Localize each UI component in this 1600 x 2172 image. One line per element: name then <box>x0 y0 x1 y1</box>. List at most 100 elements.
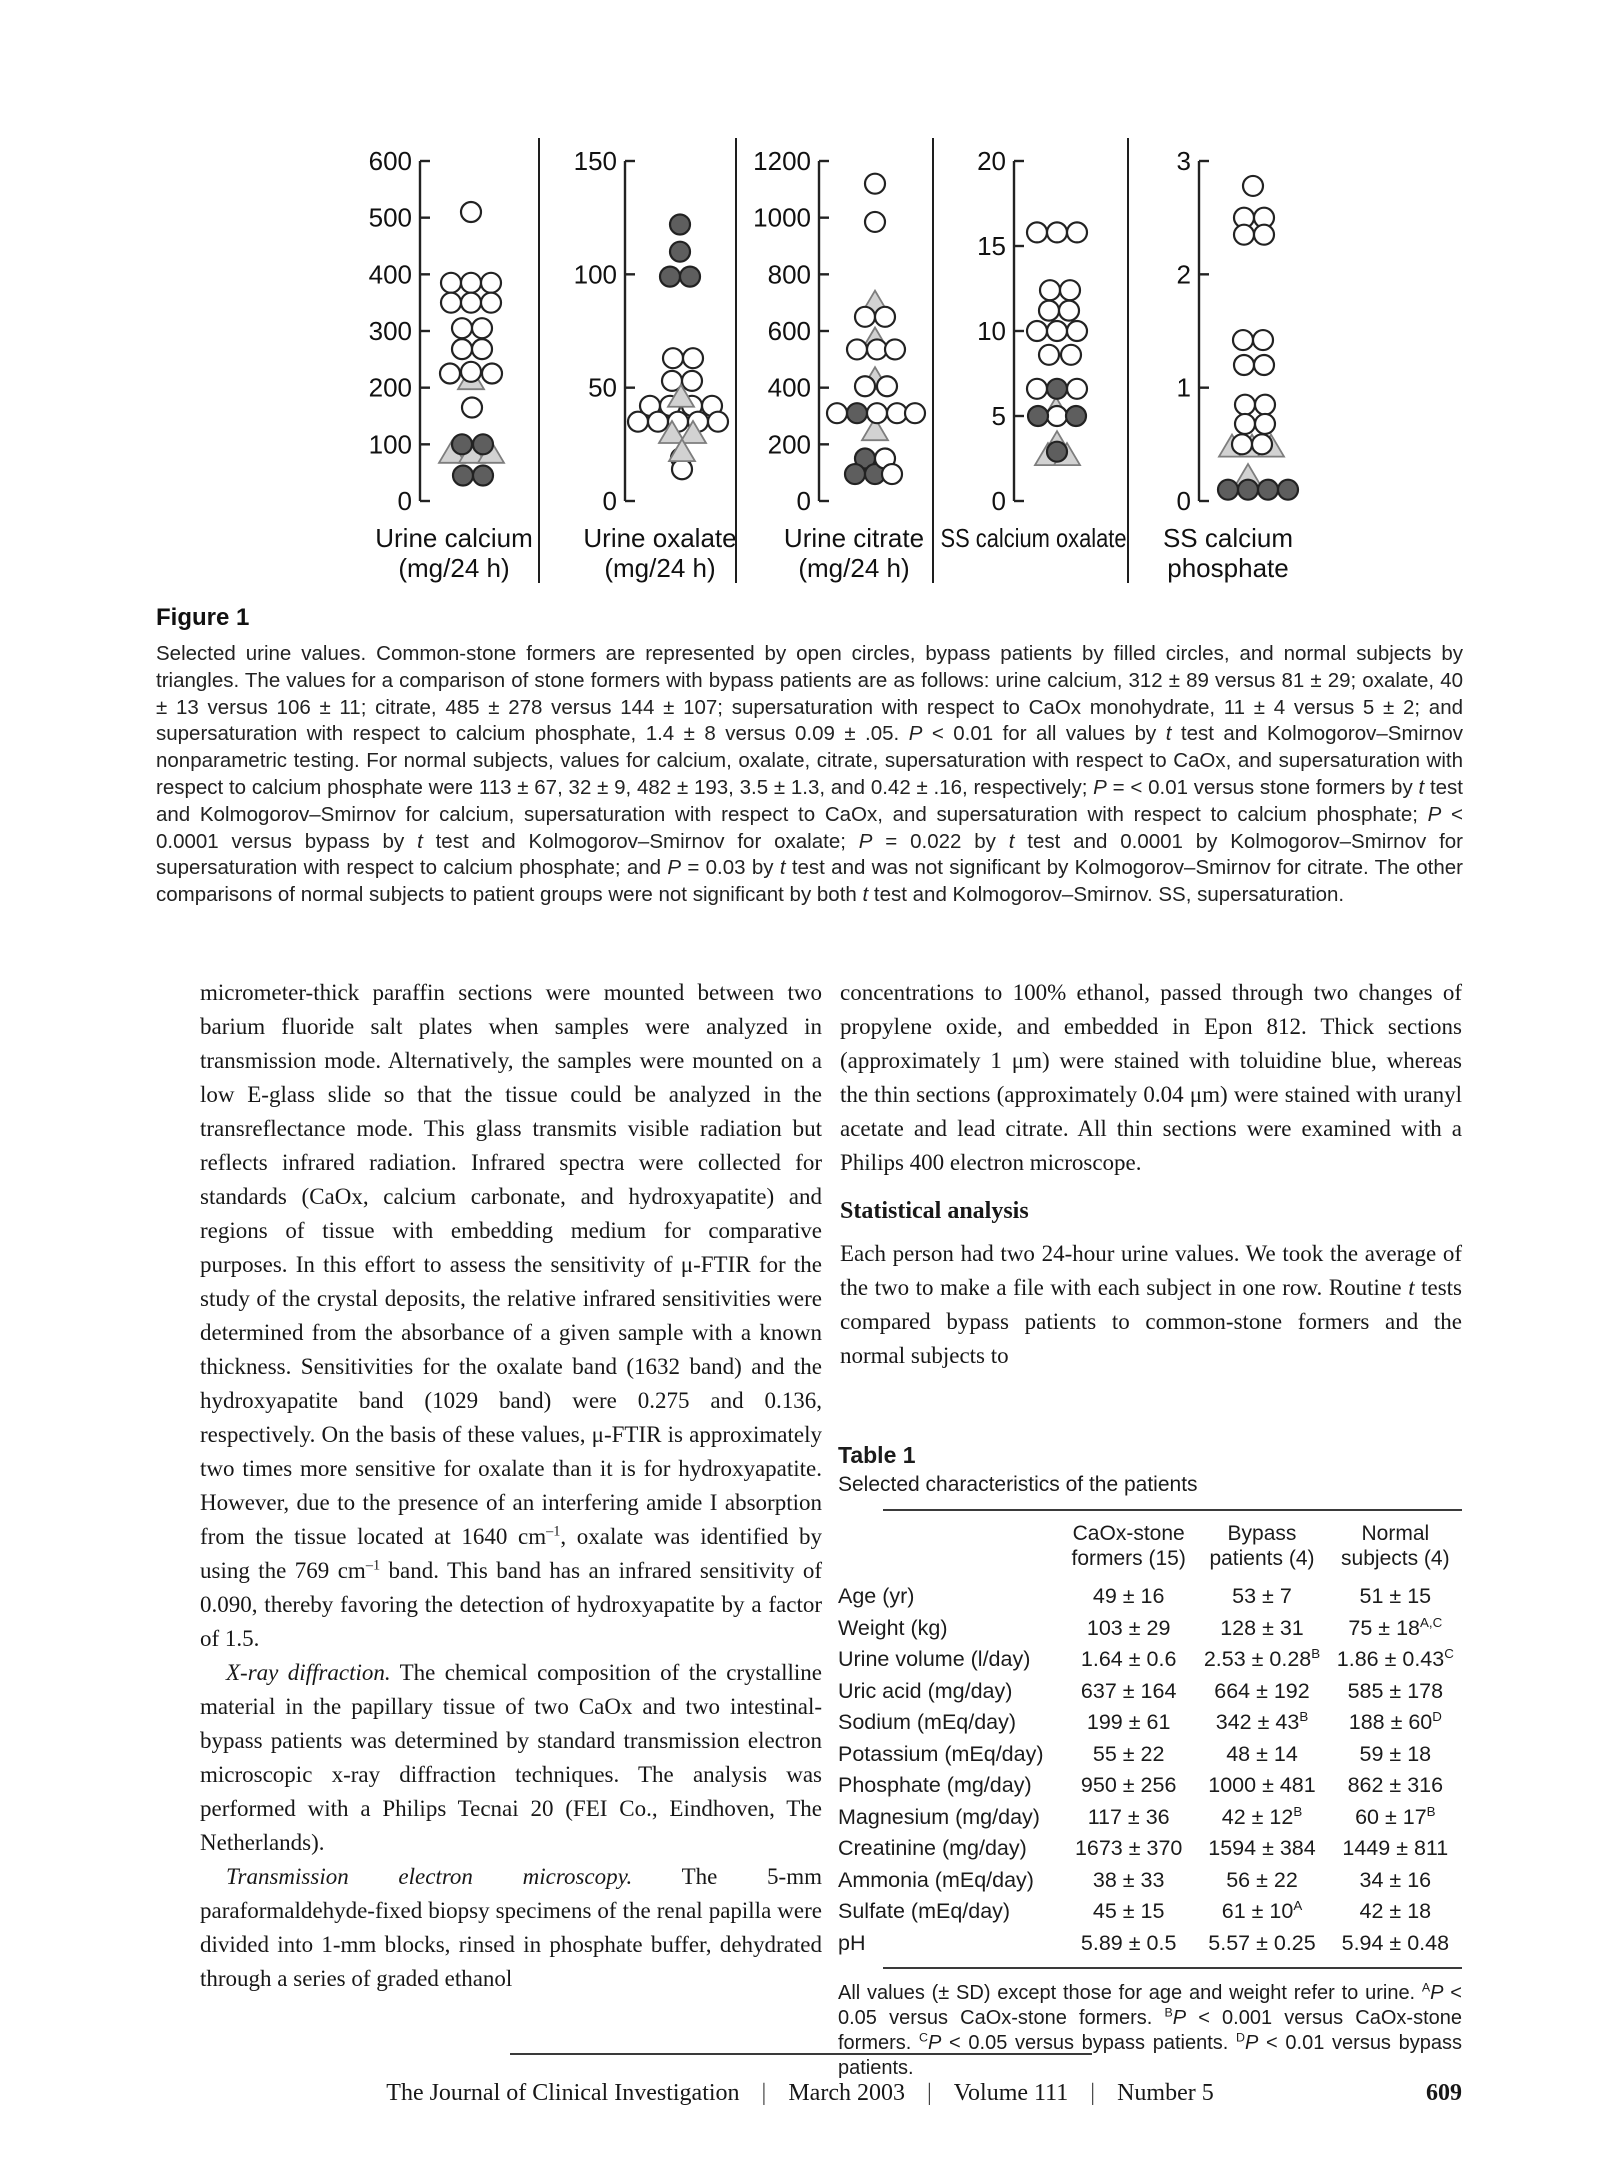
table-row-label: Magnesium (mg/day) <box>838 1804 1040 1829</box>
bypass-patient-point <box>1236 478 1260 501</box>
page-footer: The Journal of Clinical Investigation | … <box>0 2080 1600 2107</box>
table-row: Age (yr) 49 ± 16 53 ± 7 51 ± 15 <box>838 1581 1462 1613</box>
y-tick-label: 0 <box>1177 486 1191 516</box>
stone-former-point <box>680 369 704 392</box>
stone-former-point <box>1059 343 1083 366</box>
footer-date: March 2003 <box>788 2080 905 2106</box>
y-tick-label: 2 <box>1177 259 1191 289</box>
body-paragraph-xray-diffraction: X-ray diffraction. The chemical composit… <box>200 1656 822 1860</box>
section-heading-statistical-analysis: Statistical analysis <box>840 1198 1029 1224</box>
dot-plot-panel-urine-oxalate: 0 50 100 150 Urine oxalate (mg/24 h) <box>540 138 737 608</box>
table-cell: 199 ± 61 <box>1086 1710 1171 1735</box>
panel-divider <box>538 138 540 583</box>
bypass-patient-point <box>471 464 495 487</box>
panel-x-label: Urine oxalate <box>583 523 736 553</box>
panel-x-label: (mg/24 h) <box>798 553 909 583</box>
table-row-label: Potassium (mEq/day) <box>838 1741 1044 1766</box>
table-cell: 5.94 ± 0.48 <box>1341 1930 1450 1955</box>
normal-subject-point <box>657 419 687 444</box>
bypass-patient-point <box>658 265 682 288</box>
stone-former-point <box>459 360 483 383</box>
footer-number: Number 5 <box>1117 2080 1214 2106</box>
table-row: Potassium (mEq/day) 55 ± 22 48 ± 14 59 ±… <box>838 1739 1462 1771</box>
panel-x-label: SS calcium oxalate <box>941 523 1127 553</box>
table-cell: 49 ± 16 <box>1092 1584 1165 1609</box>
figure-caption-title: Figure 1 <box>156 604 250 631</box>
table-row-label: pH <box>838 1930 866 1955</box>
table-cell: 53 ± 7 <box>1232 1584 1292 1609</box>
bypass-patient-point <box>1064 404 1088 428</box>
footer-separator: | <box>1090 2080 1096 2106</box>
table-cell: 59 ± 18 <box>1359 1741 1432 1766</box>
table-cell: 128 ± 31 <box>1220 1615 1304 1640</box>
bypass-patient-point <box>1216 478 1240 501</box>
panel-x-label: Urine calcium <box>375 523 533 553</box>
bypass-patient-point <box>1276 478 1300 501</box>
table-cell: 637 ± 164 <box>1080 1678 1177 1703</box>
footer-journal-name: The Journal of Clinical Investigation <box>386 2080 740 2106</box>
stone-former-point <box>439 271 463 294</box>
table-row-label: Creatinine (mg/day) <box>838 1836 1027 1861</box>
stone-former-point <box>1251 328 1275 352</box>
table-row: Sodium (mEq/day) 199 ± 61 342 ± 43B 188 … <box>838 1707 1462 1739</box>
table-cell: 45 ± 15 <box>1092 1899 1165 1924</box>
stone-former-point <box>865 402 889 425</box>
table-cell: 56 ± 22 <box>1226 1867 1298 1892</box>
table-bottom-rule <box>883 1967 1462 1969</box>
panel-x-label: SS calcium <box>1163 523 1293 553</box>
stone-former-point <box>880 462 904 486</box>
y-tick-label: 1200 <box>753 146 811 176</box>
table-cell: 188 ± 60D <box>1348 1709 1442 1735</box>
table-cell: 103 ± 29 <box>1086 1615 1171 1640</box>
stone-former-point <box>681 347 705 370</box>
bypass-patient-point <box>668 240 692 263</box>
dot-plot-panel-ss-calcium-oxalate: 0 5 10 15 20 SS calcium oxalate <box>934 138 1127 608</box>
table-cell: 75 ± 18A,C <box>1348 1614 1443 1640</box>
table-cell: 42 ± 18 <box>1359 1899 1432 1924</box>
table-row-label: Ammonia (mEq/day) <box>838 1867 1034 1892</box>
table-row-label: Sodium (mEq/day) <box>838 1710 1017 1735</box>
y-tick-label: 150 <box>574 146 617 176</box>
table-cell: 950 ± 256 <box>1080 1773 1177 1798</box>
stone-former-point <box>1057 299 1081 322</box>
table-cell: 48 ± 14 <box>1226 1741 1298 1766</box>
stone-former-point <box>1065 377 1089 400</box>
stone-former-point <box>1252 223 1276 246</box>
table-cell: 34 ± 16 <box>1359 1867 1432 1892</box>
page-number: 609 <box>1426 2080 1462 2106</box>
footer-separator: | <box>926 2080 932 2106</box>
figure-caption: Figure 1 Selected urine values. Common-s… <box>156 604 1463 909</box>
table-cell: 5.57 ± 0.25 <box>1208 1930 1316 1955</box>
table-row-label: Urine volume (l/day) <box>838 1647 1031 1672</box>
stone-former-point <box>646 410 670 433</box>
stone-former-point <box>883 338 907 361</box>
table-row-label: Age (yr) <box>838 1584 915 1609</box>
stone-former-point <box>1232 223 1256 246</box>
table-cell: 117 ± 36 <box>1087 1804 1170 1829</box>
stone-former-point <box>479 291 503 314</box>
table-1: Table 1 Selected characteristics of the … <box>838 1442 1462 2081</box>
y-tick-label: 15 <box>977 231 1006 261</box>
table-cell: 38 ± 33 <box>1092 1867 1165 1892</box>
stone-former-point <box>1037 299 1061 322</box>
table-row-label: Uric acid (mg/day) <box>838 1678 1013 1703</box>
normal-subject-point <box>860 416 890 442</box>
footer-journal-line: The Journal of Clinical Investigation | … <box>0 2080 1600 2107</box>
stone-former-point <box>438 362 462 385</box>
table-cell: 1449 ± 811 <box>1342 1836 1449 1861</box>
stone-former-point <box>1230 433 1254 456</box>
y-tick-label: 100 <box>574 259 617 289</box>
table-row: Phosphate (mg/day) 950 ± 256 1000 ± 481 … <box>838 1770 1462 1802</box>
stone-former-point <box>1025 377 1049 400</box>
stone-former-point <box>661 347 685 370</box>
y-tick-label: 200 <box>768 429 811 459</box>
stone-former-point <box>470 317 494 340</box>
stone-former-point <box>1250 433 1274 456</box>
y-tick-label: 300 <box>369 316 412 346</box>
stone-former-point <box>626 410 650 433</box>
body-paragraph-methods: micrometer-thick paraffin sections were … <box>200 980 823 1651</box>
stone-former-point <box>1058 279 1082 302</box>
stone-former-point <box>1045 221 1069 244</box>
stone-former-point <box>459 291 483 314</box>
stone-former-point <box>439 291 463 314</box>
